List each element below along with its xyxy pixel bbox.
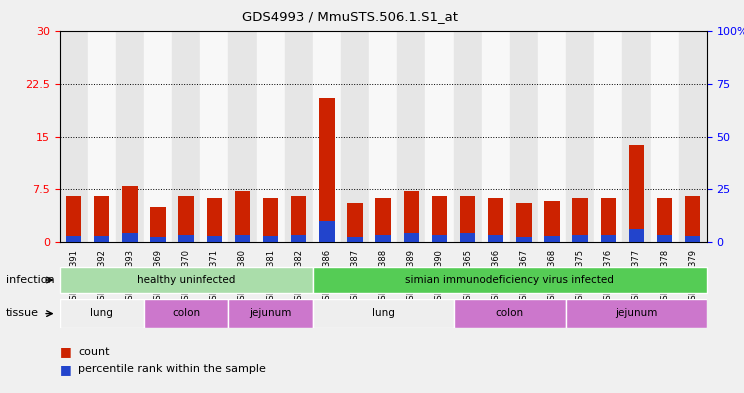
Bar [545,236,559,242]
Bar [291,235,307,242]
Bar [144,299,228,328]
Bar [594,31,623,242]
Bar [179,196,194,242]
Bar [600,235,616,242]
Bar [172,31,200,242]
Bar [403,191,419,242]
Bar [257,31,285,242]
Bar [122,233,138,242]
Bar [657,235,673,242]
Bar [66,236,81,242]
Bar [60,31,88,242]
Bar [285,31,312,242]
Bar [291,196,307,242]
Text: jejunum: jejunum [615,309,658,318]
Text: GDS4993 / MmuSTS.506.1.S1_at: GDS4993 / MmuSTS.506.1.S1_at [242,10,458,23]
Bar [566,31,594,242]
Bar [397,31,426,242]
Text: colon: colon [496,309,524,318]
Bar [629,229,644,242]
Text: jejunum: jejunum [249,309,292,318]
Bar [403,233,419,242]
Text: ■: ■ [60,363,71,376]
Bar [432,235,447,242]
Text: tissue: tissue [6,309,39,318]
Text: healthy uninfected: healthy uninfected [137,275,235,285]
Bar [545,201,559,242]
Bar [207,236,222,242]
Bar [60,299,144,328]
Bar [685,236,700,242]
Text: ■: ■ [60,345,71,358]
Bar [488,198,504,242]
Text: simian immunodeficiency virus infected: simian immunodeficiency virus infected [405,275,615,285]
Bar [150,237,166,242]
Bar [66,196,81,242]
Bar [376,198,391,242]
Bar [60,267,312,293]
Bar [263,236,278,242]
Bar [319,98,335,242]
Bar [312,299,454,328]
Bar [454,299,566,328]
Bar [685,196,700,242]
Bar [347,203,363,242]
Bar [516,203,532,242]
Bar [369,31,397,242]
Bar [263,198,278,242]
Bar [319,220,335,242]
Bar [200,31,228,242]
Text: lung: lung [372,309,394,318]
Bar [600,198,616,242]
Bar [657,198,673,242]
Bar [341,31,369,242]
Bar [572,235,588,242]
Bar [488,235,504,242]
Text: lung: lung [90,309,113,318]
Bar [572,198,588,242]
Bar [538,31,566,242]
Bar [426,31,454,242]
Bar [432,196,447,242]
Bar [623,31,650,242]
Bar [481,31,510,242]
Bar [629,145,644,242]
Bar [460,233,475,242]
Bar [207,198,222,242]
Bar [566,299,707,328]
Bar [454,31,481,242]
Bar [679,31,707,242]
Bar [179,235,194,242]
Bar [234,191,250,242]
Bar [376,235,391,242]
Bar [150,207,166,242]
Bar [516,237,532,242]
Text: count: count [78,347,109,357]
Bar [228,299,312,328]
Text: colon: colon [172,309,200,318]
Bar [510,31,538,242]
Bar [650,31,679,242]
Bar [312,267,707,293]
Bar [460,196,475,242]
Bar [94,196,109,242]
Bar [122,185,138,242]
Bar [88,31,116,242]
Bar [144,31,172,242]
Text: infection: infection [6,275,54,285]
Bar [116,31,144,242]
Bar [228,31,257,242]
Bar [94,236,109,242]
Text: percentile rank within the sample: percentile rank within the sample [78,364,266,375]
Bar [312,31,341,242]
Bar [347,237,363,242]
Bar [234,235,250,242]
